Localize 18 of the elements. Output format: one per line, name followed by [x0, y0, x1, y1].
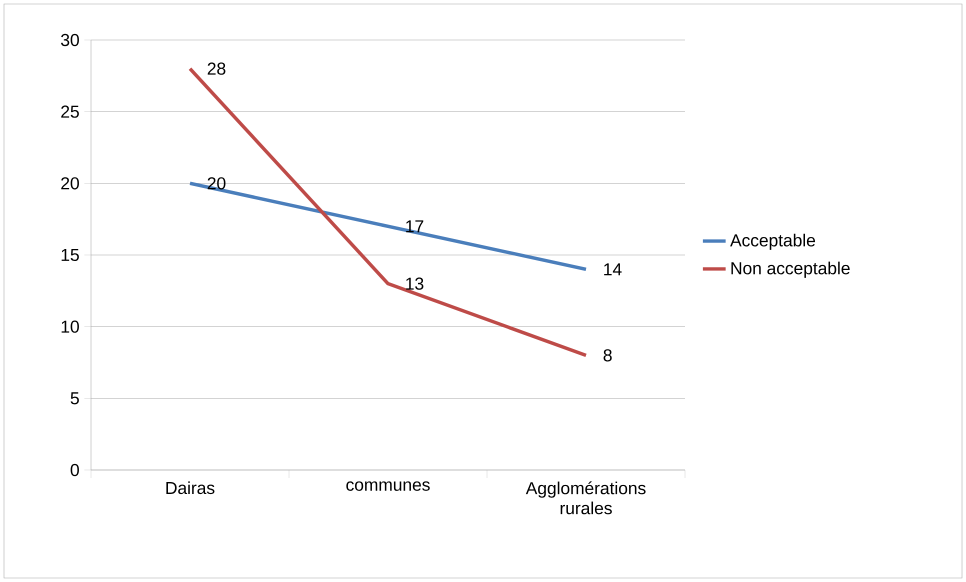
legend-label: Non acceptable	[731, 262, 850, 278]
y-tick-label: 30	[61, 34, 79, 46]
legend-label: Acceptable	[730, 234, 816, 250]
y-tick-label: 15	[62, 248, 79, 262]
y-tick-label: 25	[61, 106, 79, 118]
data-label: 17	[406, 220, 424, 232]
x-tick-label: communes	[346, 481, 430, 491]
data-label: 14	[604, 263, 622, 276]
y-tick-label: 0	[70, 464, 79, 476]
x-tick-label: Agglomérations rurales	[526, 481, 646, 514]
x-tick-label: Dairas	[166, 481, 214, 494]
data-label: 13	[406, 278, 424, 290]
y-tick-label: 5	[70, 392, 79, 404]
y-tick-label: 20	[61, 177, 79, 190]
data-label: 28	[208, 62, 226, 75]
data-label: 20	[208, 177, 226, 190]
y-tick-label: 10	[62, 320, 79, 333]
data-label: 8	[604, 349, 612, 362]
